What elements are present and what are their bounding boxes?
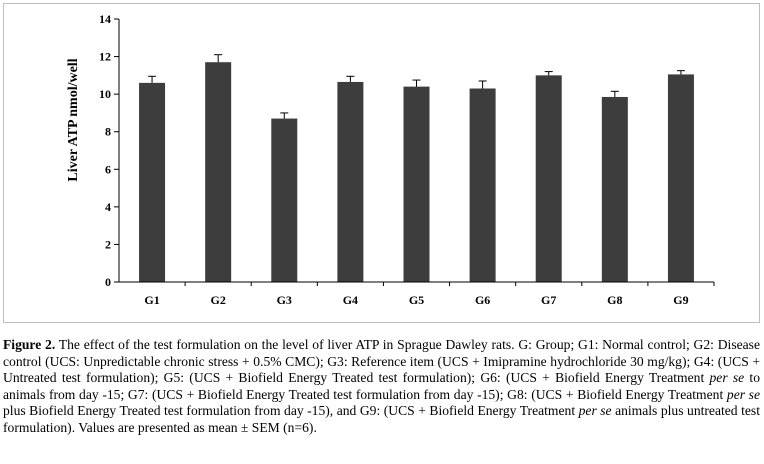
y-axis-label: Liver ATP nmol/well [66, 58, 81, 181]
x-tick-label: G7 [541, 293, 556, 307]
x-tick-label: G9 [673, 293, 688, 307]
y-tick-label: 10 [99, 87, 111, 101]
caption-italic-3: per se [578, 403, 612, 419]
y-tick-label: 2 [105, 237, 111, 251]
x-tick-label: G1 [144, 293, 159, 307]
x-tick-label: G3 [277, 293, 292, 307]
bar-g9 [667, 74, 694, 283]
bar-g3 [271, 118, 298, 282]
bar-g2 [205, 62, 232, 283]
y-tick-label: 14 [99, 12, 111, 26]
caption-label: Figure 2. [3, 337, 56, 352]
x-tick-label: G8 [607, 293, 622, 307]
bar-g6 [469, 88, 496, 282]
y-tick-label: 4 [105, 200, 111, 214]
bar-g4 [337, 81, 364, 282]
caption-text: The effect of the test formulation on th… [3, 337, 760, 386]
bar-g7 [535, 75, 562, 282]
x-tick-label: G6 [475, 293, 490, 307]
y-tick-label: 8 [105, 125, 111, 139]
x-tick-label: G4 [343, 293, 358, 307]
bar-g5 [403, 86, 430, 282]
bar-g8 [601, 96, 628, 282]
y-tick-label: 12 [99, 50, 111, 64]
caption-text-2: to animals from day -15; G7: (UCS + Biof… [3, 370, 760, 402]
y-tick-label: 6 [105, 162, 111, 176]
x-tick-label: G5 [409, 293, 424, 307]
figure-caption: Figure 2. The effect of the test formula… [3, 337, 760, 437]
y-tick-label: 0 [105, 275, 111, 289]
caption-italic-2: per se [726, 386, 761, 402]
bar-g1 [139, 82, 166, 282]
x-tick-label: G2 [210, 293, 225, 307]
caption-text-3: plus Biofield Energy Treated test formul… [3, 403, 579, 419]
caption-italic-1: per se [709, 370, 745, 386]
chart-frame: Liver ATP nmol/well 0 2 4 6 8 10 12 14 G1 G2 G3 G4 G… [3, 3, 760, 323]
caption-text-4: animals plus untreated test formulation)… [3, 403, 760, 435]
bar-chart: Liver ATP nmol/well 0 2 4 6 8 10 12 14 G1 G2 G3 G4 G… [66, 12, 715, 307]
